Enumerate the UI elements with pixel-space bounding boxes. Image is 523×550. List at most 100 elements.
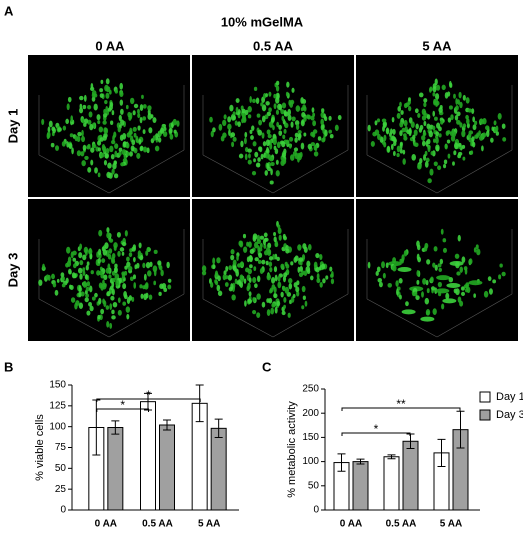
x-tick-label: 5 AA xyxy=(440,519,462,530)
cell xyxy=(300,142,305,150)
cell xyxy=(385,262,389,269)
cell xyxy=(396,112,401,119)
cell xyxy=(147,105,152,111)
error-bar xyxy=(356,458,365,465)
cell xyxy=(446,139,451,144)
cell xyxy=(111,309,115,315)
cell xyxy=(65,118,69,125)
cell xyxy=(480,119,485,125)
cell xyxy=(283,272,288,278)
cell xyxy=(91,296,96,301)
cell xyxy=(273,103,277,110)
cell xyxy=(121,272,126,279)
legend-swatch xyxy=(479,409,491,421)
cell xyxy=(264,250,269,256)
cell xyxy=(48,120,53,128)
cell xyxy=(97,120,101,125)
cell xyxy=(60,272,65,278)
cell xyxy=(163,287,168,292)
cell xyxy=(145,250,149,256)
cell xyxy=(273,293,278,299)
cell xyxy=(478,135,484,141)
cell xyxy=(390,128,393,135)
cell xyxy=(270,168,273,176)
cell xyxy=(212,257,216,265)
cell xyxy=(329,266,333,272)
cell xyxy=(133,147,138,154)
cell xyxy=(398,278,403,284)
cell xyxy=(472,124,477,131)
cell xyxy=(163,126,167,132)
cell xyxy=(441,84,446,91)
cell xyxy=(123,291,127,298)
cell xyxy=(85,286,90,292)
cell xyxy=(307,143,312,150)
cell xyxy=(228,265,233,271)
cell xyxy=(96,114,101,121)
cell xyxy=(120,108,124,115)
cell xyxy=(440,120,444,125)
cell xyxy=(261,301,266,308)
cell xyxy=(85,293,90,298)
cell xyxy=(397,106,402,112)
cell xyxy=(255,97,260,104)
error-bar xyxy=(437,438,446,467)
cell xyxy=(492,279,497,284)
axis-frame xyxy=(272,149,349,194)
cell xyxy=(269,156,274,162)
cell xyxy=(90,159,94,166)
cell xyxy=(259,242,263,249)
cell xyxy=(121,251,125,256)
cell xyxy=(396,145,401,153)
cell xyxy=(481,145,484,152)
cell xyxy=(97,147,101,152)
cell xyxy=(467,108,472,113)
cell xyxy=(455,261,460,269)
cell xyxy=(287,114,292,121)
cell xyxy=(124,270,128,276)
cell xyxy=(125,142,130,149)
cell xyxy=(128,295,132,301)
cell xyxy=(269,287,274,293)
cell xyxy=(471,108,475,115)
cell xyxy=(241,108,246,114)
cell xyxy=(98,248,102,256)
cell xyxy=(432,92,436,97)
cell xyxy=(103,274,108,281)
cell xyxy=(417,113,421,118)
cell xyxy=(99,88,104,93)
significance-label: * xyxy=(374,422,379,436)
significance-bracket xyxy=(96,408,149,412)
cell xyxy=(282,134,286,140)
cell xyxy=(457,142,462,147)
cell xyxy=(107,253,112,260)
cell xyxy=(236,255,239,261)
y-tick-label: 150 xyxy=(49,380,66,391)
cell xyxy=(501,123,506,129)
cell xyxy=(160,269,164,277)
cell xyxy=(84,118,89,124)
cell xyxy=(249,129,253,134)
cell xyxy=(109,303,113,310)
cell xyxy=(443,164,447,169)
cell xyxy=(232,136,237,142)
cell xyxy=(142,116,147,121)
cell xyxy=(105,148,110,154)
cell xyxy=(111,140,116,145)
cell xyxy=(433,138,436,143)
cell xyxy=(377,277,383,283)
cell xyxy=(283,148,287,155)
cell xyxy=(70,251,74,259)
cell xyxy=(234,120,238,126)
cell xyxy=(293,147,299,152)
cell xyxy=(66,260,72,267)
y-tick-label: 100 xyxy=(49,421,66,432)
cell xyxy=(108,248,113,254)
cell xyxy=(249,96,252,103)
bar xyxy=(140,401,156,511)
cell xyxy=(468,258,473,265)
significance-bracket xyxy=(341,407,461,411)
cell xyxy=(89,123,94,131)
cell xyxy=(121,149,127,156)
cell xyxy=(418,92,424,98)
